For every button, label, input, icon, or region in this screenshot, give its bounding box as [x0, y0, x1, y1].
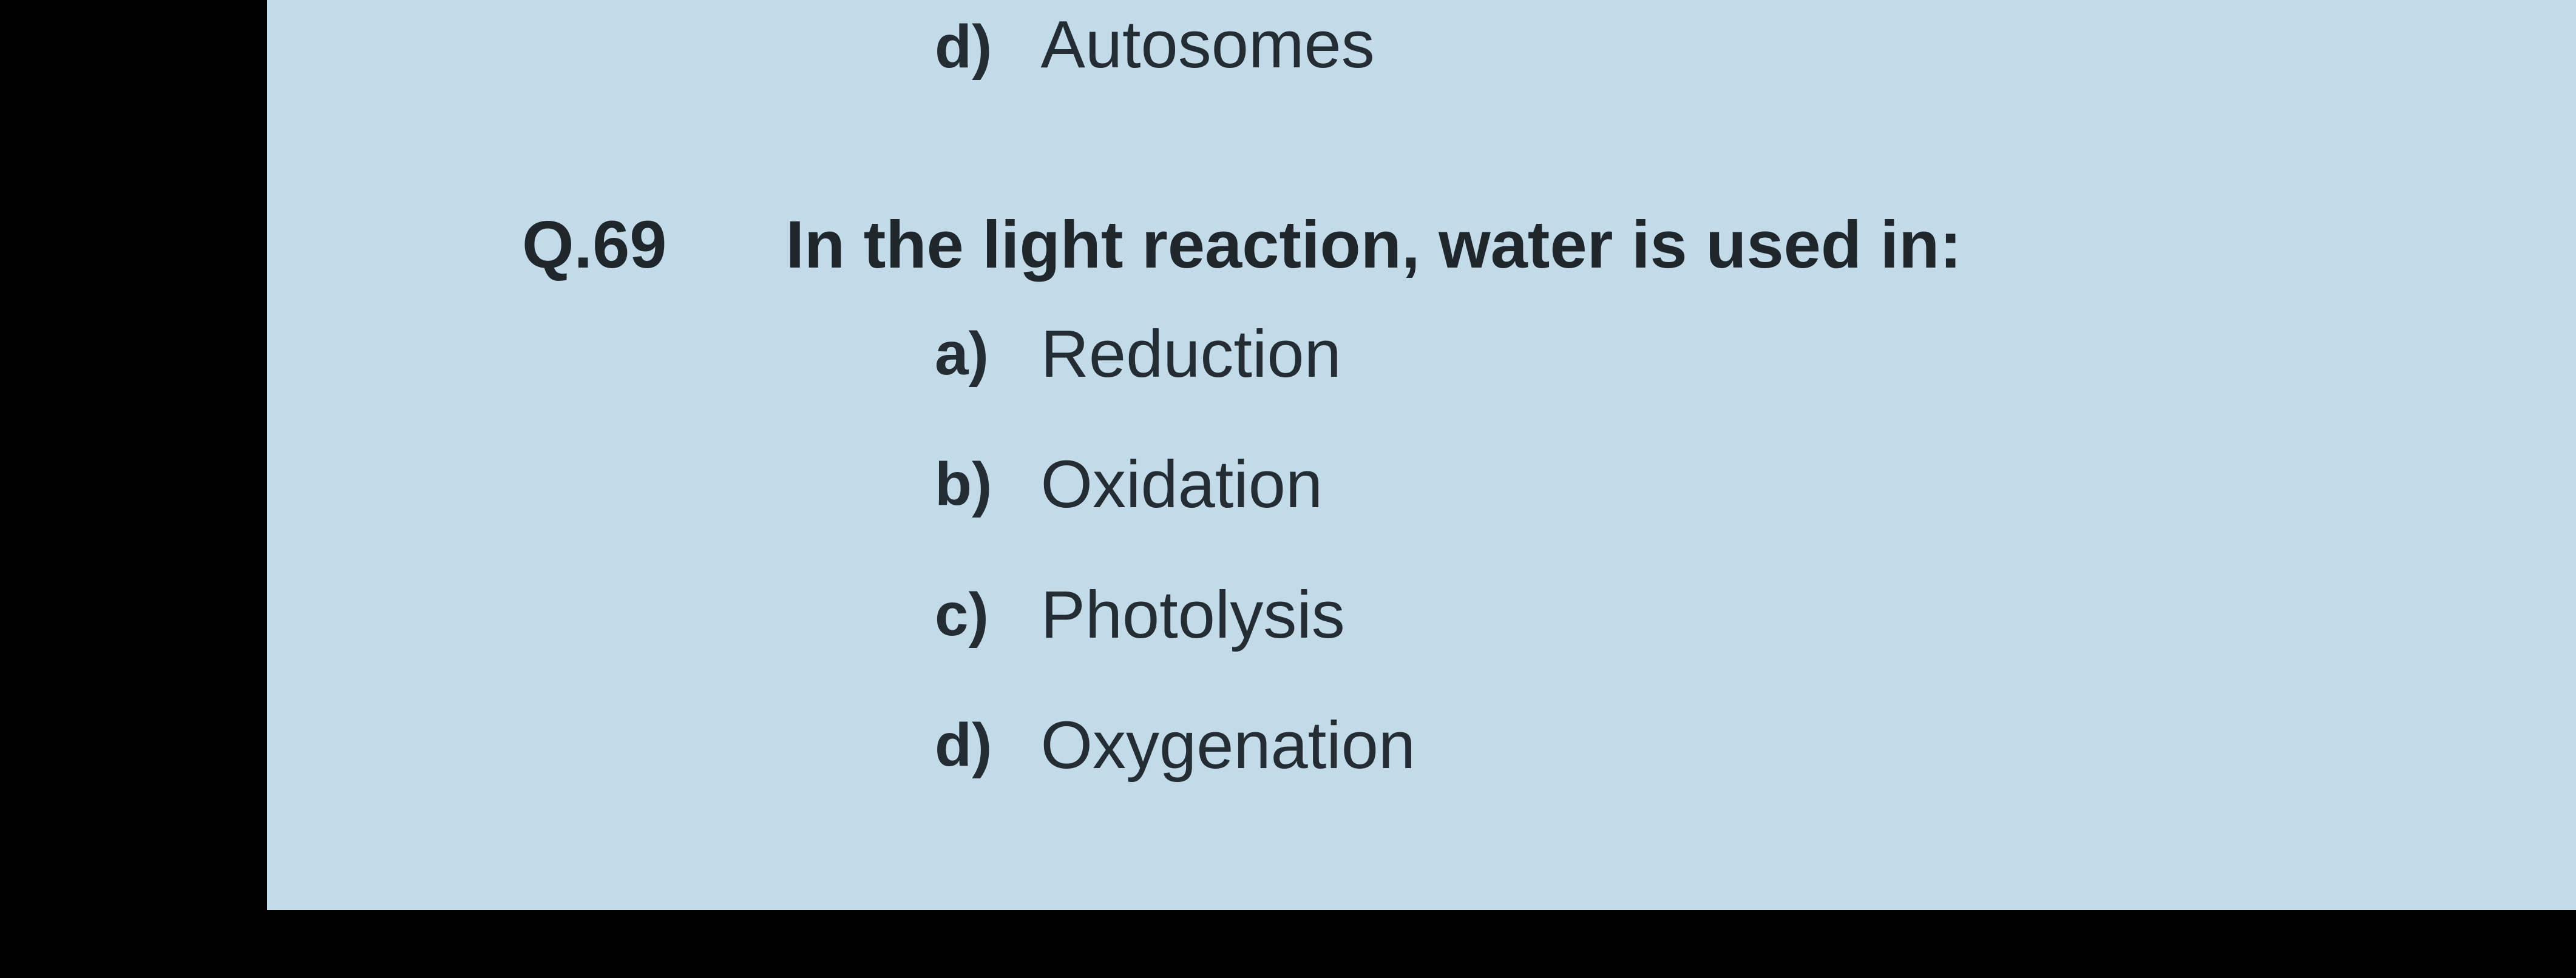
left-black-bar: [0, 0, 267, 978]
option-text: Photolysis: [1040, 576, 1344, 653]
option-letter: c): [935, 580, 1038, 650]
previous-question-option-d: d) Autosomes: [935, 6, 1375, 83]
options-list: a) Reduction b) Oxidation c) Photolysis …: [935, 315, 1415, 837]
option-text: Reduction: [1040, 315, 1341, 393]
option-text: Autosomes: [1040, 6, 1374, 83]
option-text: Oxygenation: [1040, 707, 1415, 784]
option-a: a) Reduction: [935, 315, 1415, 413]
option-letter: a): [935, 319, 1038, 389]
content-panel: d) Autosomes Q.69 In the light reaction,…: [267, 0, 2576, 910]
bottom-black-bar: [0, 910, 2576, 978]
option-letter: d): [935, 710, 1038, 780]
option-d: d) Oxygenation: [935, 707, 1415, 804]
option-letter: b): [935, 450, 1038, 519]
option-letter: d): [935, 12, 1038, 82]
question-number: Q.69: [522, 206, 783, 283]
option-text: Oxidation: [1040, 446, 1323, 523]
option-b: b) Oxidation: [935, 446, 1415, 543]
page: d) Autosomes Q.69 In the light reaction,…: [0, 0, 2576, 978]
question-text: In the light reaction, water is used in:: [785, 206, 1962, 283]
option-c: c) Photolysis: [935, 576, 1415, 673]
question-row: Q.69 In the light reaction, water is use…: [522, 206, 1962, 283]
